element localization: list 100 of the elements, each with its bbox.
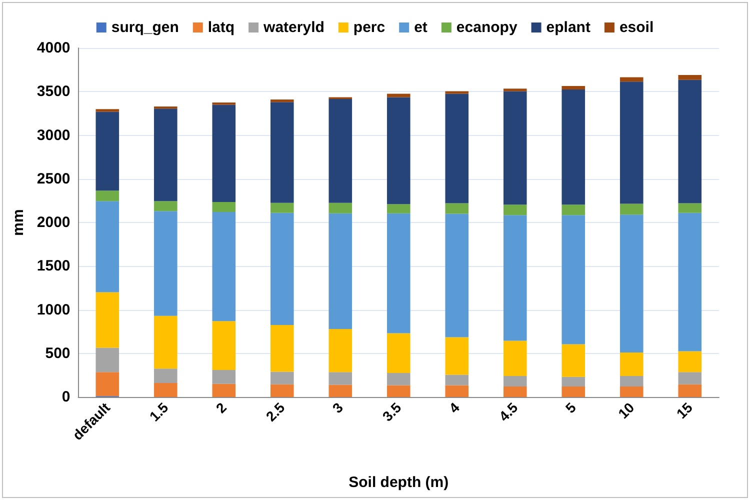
- legend-label: perc: [353, 19, 386, 36]
- legend-label: surq_gen: [111, 19, 179, 36]
- bar: [678, 351, 702, 372]
- bar: [445, 91, 469, 94]
- bar: [620, 204, 644, 215]
- bar: [678, 372, 702, 384]
- bar: [620, 82, 644, 204]
- bar: [562, 204, 586, 216]
- bar: [328, 328, 352, 372]
- bar: [562, 386, 586, 397]
- bar: [96, 348, 120, 372]
- bar: [386, 373, 410, 386]
- bar: [328, 202, 352, 214]
- legend-label: ecanopy: [456, 19, 518, 36]
- bar: [445, 214, 469, 338]
- x-tick-label: 10: [614, 399, 638, 422]
- bar: [212, 212, 236, 322]
- y-tick-label: 3500: [36, 83, 70, 100]
- bar: [328, 99, 352, 203]
- x-tick-label: 3: [329, 399, 346, 416]
- bar: [154, 106, 178, 109]
- x-tick-label: 15: [673, 399, 696, 422]
- bar: [270, 372, 294, 384]
- bar: [386, 385, 410, 397]
- bar: [503, 88, 527, 92]
- x-tick-label: 4: [446, 399, 463, 416]
- legend-label: latq: [208, 19, 235, 36]
- y-tick-label: 4000: [36, 40, 70, 56]
- bar: [562, 89, 586, 205]
- x-tick-label: 4.5: [496, 399, 521, 424]
- bar: [386, 94, 410, 98]
- bar: [96, 372, 120, 396]
- bar: [328, 213, 352, 329]
- bar: [328, 384, 352, 397]
- bar: [386, 97, 410, 204]
- bar: [154, 383, 178, 397]
- bar: [212, 202, 236, 212]
- bar: [386, 333, 410, 374]
- bar: [270, 212, 294, 326]
- x-tick-label: 5: [562, 399, 580, 416]
- x-tick-label: 1.5: [146, 399, 172, 424]
- bar: [503, 340, 527, 376]
- x-tick-label: 2.5: [262, 399, 288, 424]
- y-tick-label: 500: [45, 344, 70, 362]
- bar: [620, 386, 644, 397]
- bar: [503, 204, 527, 216]
- y-tick-label: 1500: [36, 258, 70, 275]
- legend-label: et: [414, 19, 428, 36]
- legend-label: wateryld: [262, 19, 324, 36]
- bar: [270, 99, 294, 102]
- bar: [503, 91, 527, 205]
- bar: [96, 109, 120, 112]
- bar: [386, 204, 410, 214]
- bar: [503, 215, 527, 341]
- x-axis-title: Soil depth (m): [348, 474, 449, 491]
- bar: [212, 384, 236, 397]
- bar: [445, 203, 469, 214]
- bar: [96, 112, 120, 191]
- bar: [154, 108, 178, 202]
- bar: [212, 370, 236, 384]
- bar: [386, 213, 410, 334]
- bar: [154, 368, 178, 384]
- bar: [270, 325, 294, 372]
- bar: [678, 203, 702, 213]
- bar: [678, 212, 702, 352]
- bar: [212, 104, 236, 202]
- bar: [678, 80, 702, 204]
- bar: [96, 201, 120, 292]
- bar: [154, 211, 178, 316]
- bar: [445, 374, 469, 386]
- bar: [328, 372, 352, 385]
- bar: [678, 384, 702, 397]
- bar: [562, 344, 586, 377]
- bar: [562, 376, 586, 387]
- bar: [620, 214, 644, 353]
- y-tick-label: 2000: [36, 214, 70, 231]
- legend-label: esoil: [619, 19, 654, 36]
- y-tick-label: 2500: [36, 170, 70, 188]
- legend-label: eplant: [546, 19, 590, 36]
- bar: [503, 386, 527, 397]
- bar: [562, 86, 586, 90]
- y-tick-label: 0: [62, 388, 70, 406]
- bar: [503, 376, 527, 387]
- x-tick-label: 2: [212, 399, 230, 416]
- bar: [96, 190, 120, 202]
- bar: [96, 292, 120, 348]
- bar: [562, 215, 586, 344]
- y-axis-title: mm: [10, 209, 27, 236]
- y-tick-label: 3000: [36, 126, 70, 144]
- bar: [620, 352, 644, 376]
- bar: [212, 321, 236, 370]
- bar: [445, 337, 469, 375]
- bar: [270, 102, 294, 203]
- bar: [270, 202, 294, 213]
- bar: [620, 376, 644, 387]
- bar: [678, 75, 702, 80]
- y-tick-label: 1000: [36, 301, 70, 318]
- bar: [445, 94, 469, 204]
- bar: [154, 201, 178, 212]
- x-tick-label: 3.5: [379, 399, 404, 424]
